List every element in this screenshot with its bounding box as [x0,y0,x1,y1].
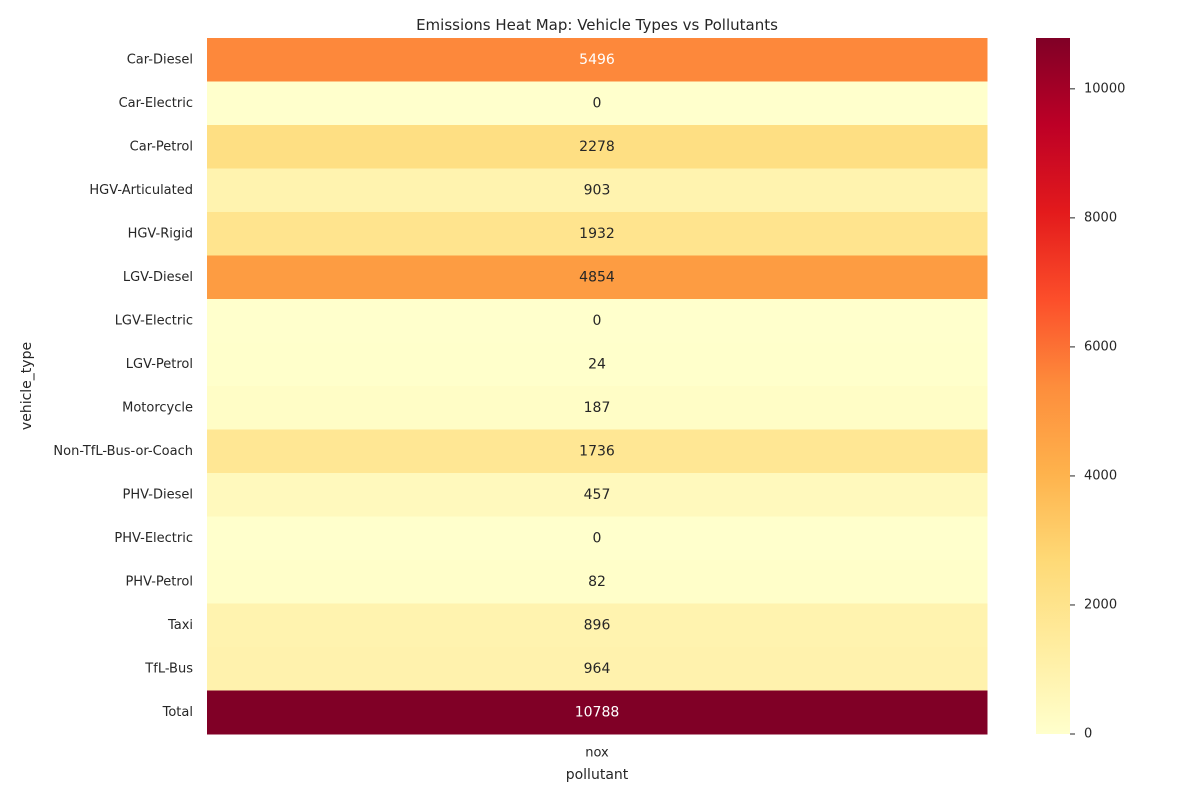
heatmap-cell-taxi-nox [207,603,988,648]
heatmap-cell-car-diesel-nox [207,38,988,82]
row-tick-label: LGV-Petrol [126,357,193,372]
cell-value-label: 187 [584,400,611,416]
colorbar-tick-label: 10000 [1084,81,1125,96]
row-tick-label: PHV-Petrol [125,574,193,589]
heatmap-cell-phv-electric-nox [207,516,988,561]
heatmap-cell-phv-petrol-nox [207,560,988,604]
heatmap-cell-lgv-diesel-nox [207,255,988,300]
row-tick-label: Car-Diesel [127,52,193,67]
row-tick-label: Taxi [167,618,193,633]
cell-value-label: 0 [593,313,602,329]
cell-value-label: 1932 [579,226,615,242]
row-tick-label: Car-Electric [119,96,193,111]
row-tick-label: Non-TfL-Bus-or-Coach [53,444,193,459]
cell-value-label: 0 [593,530,602,546]
row-tick-label: PHV-Electric [114,531,193,546]
row-tick-label: LGV-Diesel [123,270,193,285]
cell-value-label: 0 [593,95,602,111]
x-axis-label: pollutant [566,767,629,783]
column-tick-labels: nox [585,746,609,761]
cell-value-label: 5496 [579,52,615,68]
colorbar-gradient [1036,38,1070,734]
cell-value-label: 10788 [575,704,620,720]
heatmap-cell-lgv-electric-nox [207,299,988,343]
colorbar-tick-label: 0 [1084,727,1092,742]
cell-value-label: 457 [584,487,611,503]
row-tick-label: Motorcycle [122,400,193,415]
column-tick-label: nox [585,746,609,761]
heatmap-cell-car-electric-nox [207,81,988,126]
colorbar: 0 2000 4000 6000 8000 10000 [1036,38,1125,742]
cell-value-label: 896 [584,617,611,633]
heatmap-cell-motorcycle-nox [207,386,988,430]
row-tick-labels: Car-Diesel Car-Electric Car-Petrol HGV-Arti… [53,52,193,720]
colorbar-tick-label: 8000 [1084,210,1117,225]
chart-title: Emissions Heat Map: Vehicle Types vs Pol… [416,16,778,34]
row-tick-label: Car-Petrol [130,139,193,154]
cell-value-label: 2278 [579,139,615,155]
heatmap-cell-total-nox [207,690,988,735]
row-tick-label: HGV-Rigid [128,226,193,241]
cell-value-label: 82 [588,574,606,590]
cell-value-label: 964 [584,661,611,677]
row-tick-label: Total [162,705,193,720]
heatmap-cells: 5496 0 2278 903 1932 4854 0 24 187 1736 457 0 82 896 9… [207,38,988,735]
y-axis-label: vehicle_type [19,342,35,430]
cell-value-label: 903 [584,182,611,198]
cell-value-label: 1736 [579,443,615,459]
heatmap-cell-phv-diesel-nox [207,473,988,517]
heatmap-cell-non-tfl-bus-or-coach-nox [207,429,988,474]
colorbar-tick-label: 6000 [1084,339,1117,354]
cell-value-label: 4854 [579,269,615,285]
heatmap-cell-hgv-articulated-nox [207,168,988,213]
colorbar-tick-label: 2000 [1084,597,1117,612]
row-tick-label: TfL-Bus [144,661,193,676]
heatmap-cell-hgv-rigid-nox [207,212,988,256]
cell-value-label: 24 [588,356,606,372]
heatmap-cell-tfl-bus-nox [207,647,988,691]
heatmap-cell-car-petrol-nox [207,125,988,169]
colorbar-tick-label: 4000 [1084,468,1117,483]
heatmap-cell-lgv-petrol-nox [207,342,988,387]
row-tick-label: LGV-Electric [115,313,193,328]
row-tick-label: HGV-Articulated [89,183,193,198]
row-tick-label: PHV-Diesel [123,487,193,502]
